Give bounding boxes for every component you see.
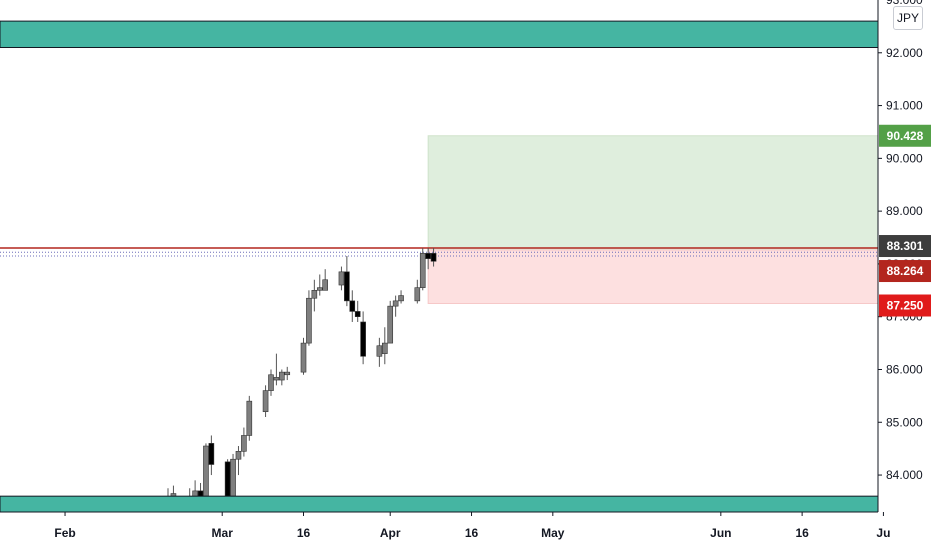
candle-body[interactable] <box>235 450 242 460</box>
candle-body[interactable] <box>262 390 269 413</box>
stop-zone[interactable] <box>427 249 879 305</box>
candle-body[interactable] <box>273 377 280 381</box>
entry-price-label-bg <box>879 260 931 283</box>
candle-body[interactable] <box>387 305 394 344</box>
target-zone[interactable] <box>427 135 879 251</box>
y-tick-label: 84.000 <box>886 468 923 482</box>
x-tick-label: 16 <box>465 526 479 540</box>
stop-price-label: 87.250 <box>887 299 924 313</box>
candle-body[interactable] <box>354 311 361 318</box>
y-tick-label: 86.000 <box>886 362 923 376</box>
x-tick-label: Jun <box>710 526 731 540</box>
candle-body[interactable] <box>203 445 209 497</box>
candle-body[interactable] <box>279 371 285 381</box>
stop-price-label-bg <box>879 294 931 317</box>
x-tick-label: Apr <box>380 526 401 540</box>
time-axis[interactable] <box>0 512 932 550</box>
candle-body[interactable] <box>208 443 215 465</box>
candle-body[interactable] <box>241 435 247 452</box>
candle-body[interactable] <box>230 458 236 497</box>
x-tick-label: Mar <box>212 526 234 540</box>
supply-zone[interactable] <box>0 20 879 49</box>
y-tick-label: 93.000 <box>886 0 923 7</box>
candle-body[interactable] <box>311 290 318 299</box>
candle-body[interactable] <box>344 271 350 302</box>
currency-badge[interactable]: JPY <box>893 6 923 30</box>
candle-body[interactable] <box>419 253 426 288</box>
y-tick-label: 91.000 <box>886 99 923 113</box>
candle-body[interactable] <box>316 287 323 291</box>
y-tick-label: 90.000 <box>886 151 923 165</box>
target-price-label-bg <box>879 124 931 147</box>
candle-body[interactable] <box>338 271 345 286</box>
candle-body[interactable] <box>300 342 307 373</box>
candle-body[interactable] <box>246 400 253 436</box>
x-tick-label: Ju <box>876 526 890 540</box>
candle-body[interactable] <box>376 345 383 357</box>
candle-body[interactable] <box>382 342 388 354</box>
y-tick-label: 89.000 <box>886 204 923 218</box>
candle-body[interactable] <box>268 374 274 391</box>
candle-body[interactable] <box>284 371 291 376</box>
candle-body[interactable] <box>322 279 328 291</box>
candle-body[interactable] <box>224 461 231 497</box>
current-price-label: 88.301 <box>887 239 924 253</box>
x-tick-label: Feb <box>54 526 75 540</box>
x-tick-label: 16 <box>297 526 311 540</box>
current-price-label-bg <box>879 235 931 258</box>
candle-body[interactable] <box>349 300 356 312</box>
candle-body[interactable] <box>430 253 437 262</box>
candle-body[interactable] <box>414 287 421 302</box>
candle-body[interactable] <box>360 321 366 357</box>
demand-zone[interactable] <box>0 495 879 513</box>
x-tick-label: 16 <box>795 526 809 540</box>
candle-body[interactable] <box>392 300 399 307</box>
y-tick-label: 92.000 <box>886 46 923 60</box>
entry-price-label: 88.264 <box>887 264 924 278</box>
candle-body[interactable] <box>425 253 431 259</box>
candle-body[interactable] <box>398 295 404 302</box>
target-price-label: 90.428 <box>887 129 924 143</box>
x-tick-label: May <box>541 526 565 540</box>
candle-body[interactable] <box>306 297 312 344</box>
y-tick-label: 85.000 <box>886 415 923 429</box>
